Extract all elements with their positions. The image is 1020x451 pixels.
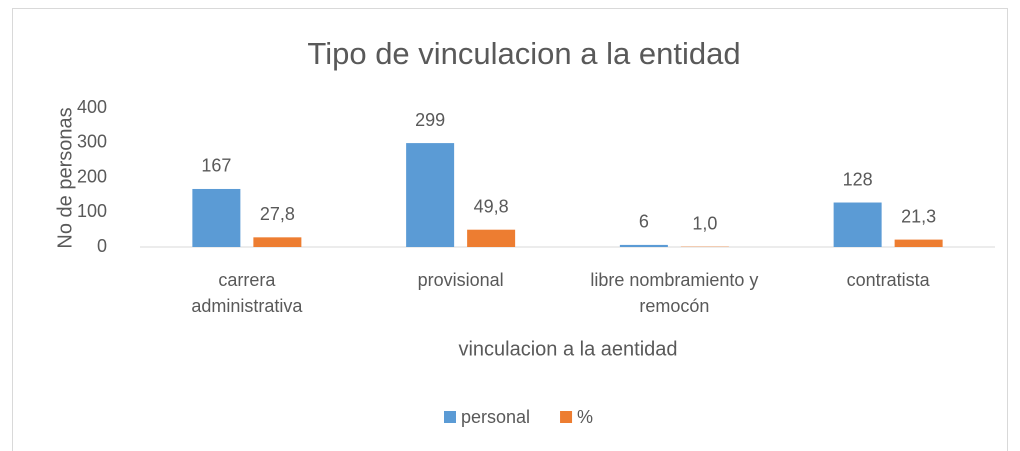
y-tick-label: 200 (77, 166, 107, 186)
x-tick-label: provisional (417, 270, 504, 290)
data-label: 128 (843, 169, 873, 189)
legend-label: % (577, 407, 593, 427)
y-tick-label: 100 (77, 201, 107, 221)
bar (894, 239, 943, 247)
data-label: 27,8 (260, 204, 295, 224)
y-tick-label: 400 (77, 97, 107, 117)
data-label: 49,8 (474, 196, 509, 216)
data-label: 21,3 (901, 206, 936, 226)
x-tick-label: libre nombramiento y remocón (590, 270, 759, 316)
data-label: 6 (639, 212, 649, 232)
data-label: 1,0 (692, 213, 717, 233)
bar (406, 143, 455, 247)
chart-title: Tipo de vinculacion a la entidad (307, 36, 740, 71)
y-tick-label: 0 (97, 236, 107, 256)
legend-swatch (444, 411, 456, 423)
y-tick-label: 300 (77, 132, 107, 152)
data-label: 167 (201, 156, 231, 176)
x-tick-label: carrera administrativa (191, 270, 303, 316)
x-axis-label: vinculacion a la aentidad (458, 338, 677, 360)
legend-swatch (560, 411, 573, 423)
bar (192, 188, 241, 247)
bar (619, 244, 668, 247)
bar (253, 237, 302, 247)
legend-label: personal (461, 407, 530, 427)
x-tick-label: contratista (846, 270, 930, 290)
bar (833, 202, 882, 247)
data-label: 299 (415, 110, 445, 130)
y-axis-label: No de personas (54, 107, 76, 248)
bar (467, 229, 516, 247)
